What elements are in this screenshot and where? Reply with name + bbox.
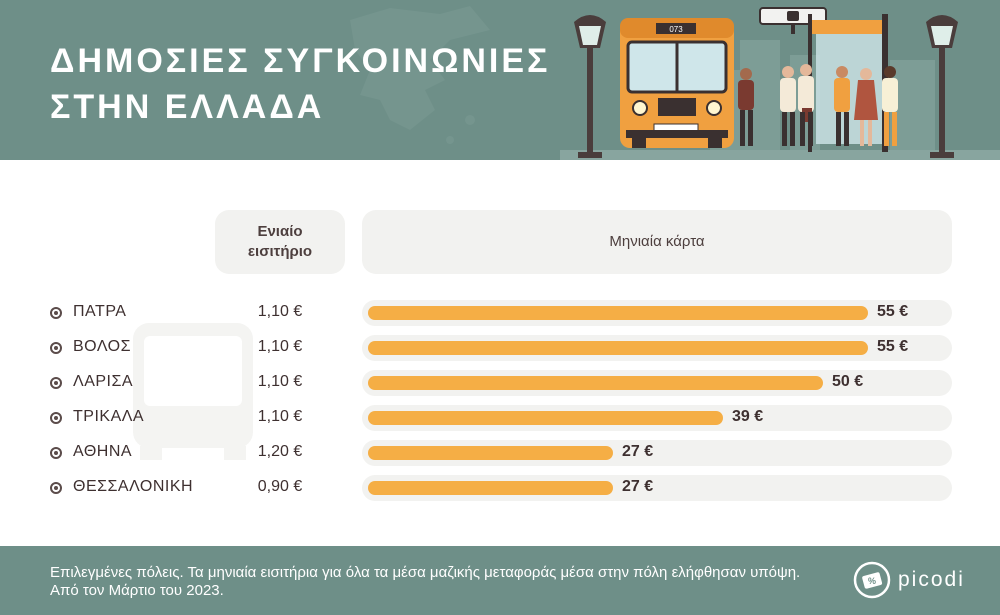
monthly-card-value-label: 55 € [877,303,909,320]
city-label: ΑΘΗΝΑ [73,443,133,460]
single-ticket-price: 0,90 € [257,478,303,495]
chart-row: ΤΡΙΚΑΛΑ 1,10 € 39 € [0,405,1000,431]
city-label: ΠΑΤΡΑ [73,303,127,320]
monthly-card-bar [368,376,823,390]
people-waiting-icon [738,64,898,146]
chart-row: ΠΑΤΡΑ 1,10 € 55 € [0,300,1000,326]
monthly-card-value-label: 27 € [622,478,654,495]
title-line-2: ΣΤΗΝ ΕΛΛΑΔΑ [50,88,325,126]
monthly-card-value-label: 50 € [832,373,864,390]
single-ticket-price: 1,20 € [257,443,303,460]
bullet-icon [50,377,62,389]
monthly-card-bar [368,341,868,355]
picodi-logo-icon: % [853,561,891,599]
bullet-icon [50,412,62,424]
city-label: ΛΑΡΙΣΑ [73,373,134,390]
city-label: ΘΕΣΣΑΛΟΝΙΚΗ [73,478,194,495]
street-lamp-icon [574,15,606,158]
monthly-card-bar [368,306,868,320]
bus-watermark-icon [133,323,253,460]
column-header-single-line-2: εισιτήριο [247,243,313,260]
bullet-icon [50,342,62,354]
bus-icon: 073 [620,18,734,148]
chart-row: ΑΘΗΝΑ 1,20 € 27 € [0,440,1000,466]
chart-row: ΛΑΡΙΣΑ 1,10 € 50 € [0,370,1000,396]
single-ticket-price: 1,10 € [257,408,303,425]
single-ticket-price: 1,10 € [257,373,303,390]
header-banner: ΔΗΜΟΣΙΕΣ ΣΥΓΚΟΙΝΩΝΙΕΣ ΣΤΗΝ ΕΛΛΑΔΑ [0,0,1000,160]
monthly-card-bar [368,446,613,460]
city-label: ΒΟΛΟΣ [73,338,132,355]
footnote-text: Επιλεγμένες πόλεις. Τα μηνιαία εισιτήρια… [50,564,801,599]
bus-stop-illustration: 073 [560,7,1000,160]
monthly-card-bar [368,411,723,425]
single-ticket-price: 1,10 € [257,303,303,320]
bullet-icon [50,447,62,459]
bullet-icon [50,307,62,319]
monthly-card-value-label: 27 € [622,443,654,460]
column-header-single-line-1: Ενιαίο [257,223,303,240]
title-line-1: ΔΗΜΟΣΙΕΣ ΣΥΓΚΟΙΝΩΝΙΕΣ [50,42,551,80]
brand-name: picodi [898,568,965,591]
footer-bar: Επιλεγμένες πόλεις. Τα μηνιαία εισιτήρια… [0,546,1000,615]
city-label: ΤΡΙΚΑΛΑ [73,408,145,425]
bullet-icon [50,482,62,494]
monthly-card-bar [368,481,613,495]
brand-logo[interactable]: % picodi [852,558,982,602]
page-title: ΔΗΜΟΣΙΕΣ ΣΥΓΚΟΙΝΩΝΙΕΣ ΣΤΗΝ ΕΛΛΑΔΑ [50,38,550,130]
chart-row: ΘΕΣΣΑΛΟΝΙΚΗ 0,90 € 27 € [0,475,1000,501]
monthly-card-value-label: 55 € [877,338,909,355]
single-ticket-price: 1,10 € [257,338,303,355]
greece-map-icon [350,6,490,144]
chart-row: ΒΟΛΟΣ 1,10 € 55 € [0,335,1000,361]
bus-number: 073 [669,25,683,34]
column-header-monthly-card: Μηνιαία κάρτα [362,210,952,274]
column-header-single-ticket: Ενιαίο εισιτήριο [215,210,345,274]
svg-text:%: % [868,576,876,586]
monthly-card-value-label: 39 € [732,408,764,425]
